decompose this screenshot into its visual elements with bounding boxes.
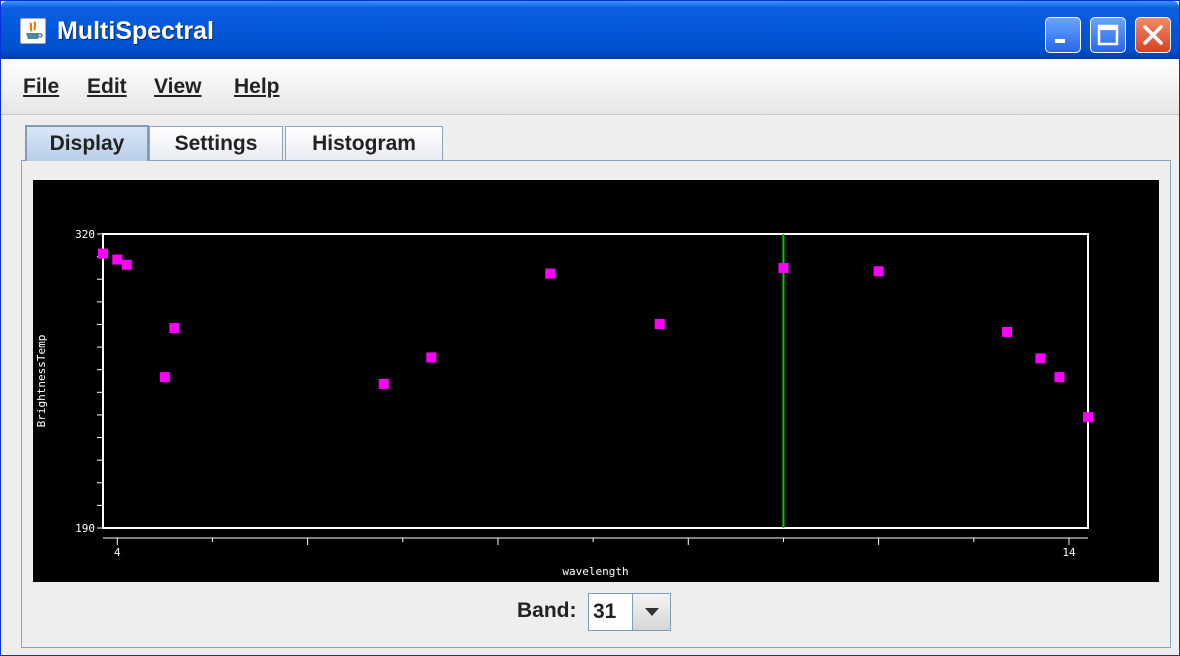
- tab-display-label: Display: [49, 132, 125, 155]
- maximize-icon: [1097, 24, 1119, 46]
- data-point-1: [112, 254, 123, 265]
- minimize-icon: [1055, 39, 1065, 43]
- tab-settings-label: Settings: [174, 131, 258, 155]
- close-button[interactable]: [1135, 17, 1171, 53]
- chevron-down-icon: [645, 608, 659, 616]
- title-bar[interactable]: MultiSpectral: [1, 1, 1179, 59]
- minimize-button[interactable]: [1045, 17, 1081, 53]
- maximize-button[interactable]: [1090, 17, 1126, 53]
- data-point-14: [1083, 412, 1093, 423]
- menu-bar: File Edit View Help: [1, 59, 1179, 115]
- plot-frame: [102, 233, 1089, 529]
- window-title: MultiSpectral: [57, 17, 214, 45]
- tab-settings[interactable]: Settings: [149, 126, 283, 160]
- x-tick-label-min: 4: [114, 546, 121, 559]
- band-select[interactable]: 31: [588, 593, 671, 631]
- data-point-7: [545, 268, 556, 279]
- data-point-9: [778, 262, 789, 273]
- data-point-12: [1035, 353, 1046, 364]
- data-point-10: [873, 266, 884, 277]
- data-point-2: [121, 259, 132, 270]
- tab-histogram-label: Histogram: [312, 131, 416, 155]
- y-axis-title: BrightnessTemp: [35, 335, 48, 428]
- tab-histogram[interactable]: Histogram: [285, 126, 443, 160]
- y-tick-label-min: 190: [75, 522, 95, 535]
- data-point-4: [169, 323, 180, 334]
- data-point-0: [98, 248, 108, 259]
- y-tick-label-max: 320: [75, 228, 95, 241]
- data-point-5: [378, 378, 389, 389]
- data-point-8: [654, 319, 665, 330]
- band-dropdown-button[interactable]: [632, 594, 670, 630]
- java-icon: [20, 18, 46, 44]
- menu-help[interactable]: Help: [234, 75, 280, 98]
- band-label: Band:: [517, 599, 577, 622]
- spectral-plot[interactable]: 320 190 4 14 wavelength BrightnessTemp: [33, 180, 1159, 582]
- x-tick-label-max: 14: [1062, 546, 1076, 559]
- menu-file[interactable]: File: [23, 75, 60, 98]
- tab-display[interactable]: Display: [25, 125, 149, 161]
- scatter-chart[interactable]: 320 190 4 14 wavelength BrightnessTemp: [33, 180, 1159, 582]
- x-axis-title: wavelength: [562, 565, 628, 578]
- band-value: 31: [593, 600, 617, 623]
- data-point-3: [159, 372, 170, 383]
- menu-view[interactable]: View: [154, 75, 202, 98]
- data-point-6: [426, 352, 437, 363]
- data-point-11: [1002, 326, 1013, 337]
- close-icon: [1143, 25, 1163, 45]
- data-point-13: [1054, 372, 1065, 383]
- menu-edit[interactable]: Edit: [87, 75, 127, 98]
